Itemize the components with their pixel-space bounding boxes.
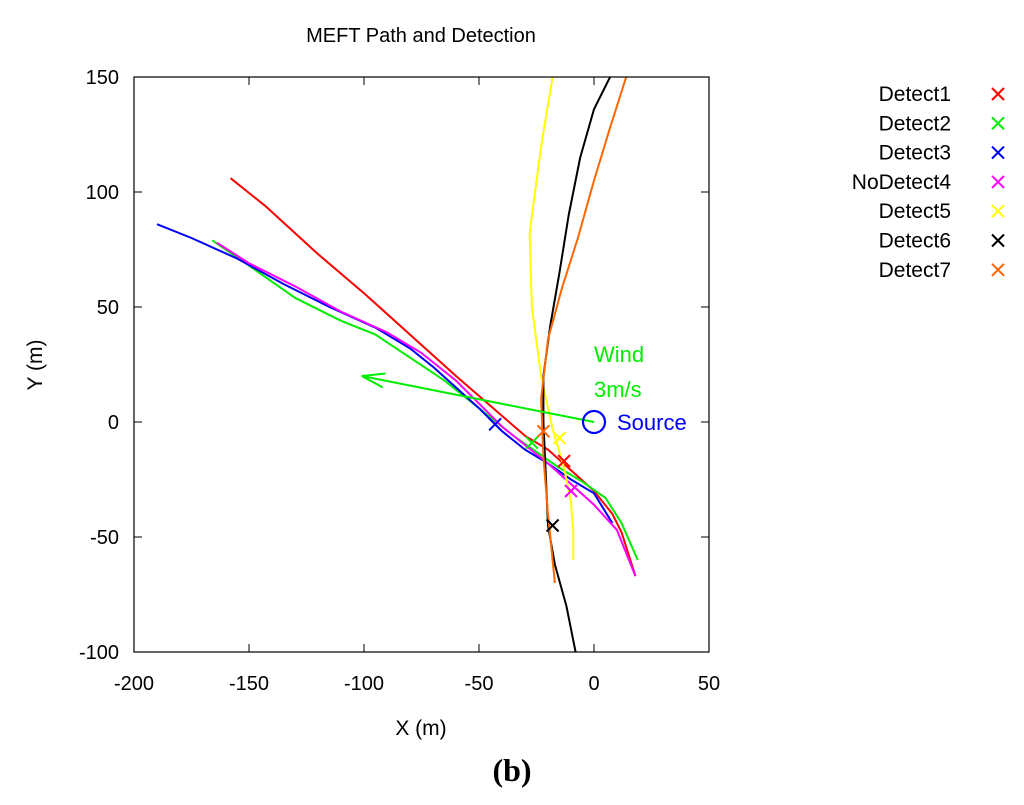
series-line-nodetect4 xyxy=(216,241,637,577)
legend-label-detect6: Detect6 xyxy=(879,230,951,253)
series-line-detect3 xyxy=(156,223,614,524)
legend-marker-detect7 xyxy=(991,263,1005,277)
y-tick-label: -50 xyxy=(90,527,119,549)
detect-marker-detect6 xyxy=(545,518,560,533)
x-tick-label: -100 xyxy=(344,673,384,695)
y-tick-label: -100 xyxy=(79,642,119,664)
x-tick-label: -150 xyxy=(229,673,269,695)
legend-label-detect3: Detect3 xyxy=(879,142,951,165)
y-tick-label: 0 xyxy=(108,412,119,434)
wind-label: Wind xyxy=(594,342,644,367)
legend-label-detect5: Detect5 xyxy=(879,200,951,223)
plot-frame xyxy=(133,76,710,653)
legend-marker-detect2 xyxy=(991,116,1005,131)
series-line-detect5 xyxy=(528,76,575,560)
detect-marker-detect7 xyxy=(536,424,551,438)
y-tick-label: 100 xyxy=(86,182,119,204)
legend-label-detect7: Detect7 xyxy=(879,259,951,282)
y-tick-label: 150 xyxy=(86,67,119,89)
detect-marker-detect3 xyxy=(488,417,502,432)
legend: Detect1 Detect2 Detect3 NoDetect4 Detect5 Det… xyxy=(852,83,1005,282)
series-line-detect1 xyxy=(229,177,637,577)
detect-marker-detect5 xyxy=(552,431,567,445)
x-axis-label: X (m) xyxy=(395,717,446,740)
chart: MEFT Path and Detection Wind 3m/s Source -… xyxy=(24,25,1005,740)
legend-label-nodetect4: NoDetect4 xyxy=(852,171,952,194)
legend-marker-detect3 xyxy=(991,145,1005,160)
legend-marker-nodetect4 xyxy=(991,175,1005,189)
detect-marker-detect2 xyxy=(525,435,539,450)
x-tick-label: 0 xyxy=(588,673,599,695)
chart-title: MEFT Path and Detection xyxy=(306,25,536,47)
x-tick-label: -200 xyxy=(114,673,154,695)
legend-label-detect1: Detect1 xyxy=(879,83,951,106)
figure-caption: (b) xyxy=(492,752,532,788)
x-tick-label: -50 xyxy=(465,673,494,695)
detect-marker-detect1 xyxy=(557,454,571,468)
legend-label-detect2: Detect2 xyxy=(879,112,951,135)
y-tick-label: 50 xyxy=(97,297,119,319)
x-tick-label: 50 xyxy=(698,673,720,695)
legend-marker-detect1 xyxy=(991,87,1005,101)
series-line-detect2 xyxy=(211,239,639,561)
detect-marker-nodetect4 xyxy=(564,484,578,498)
y-axis-label: Y (m) xyxy=(24,340,47,391)
wind-arrow xyxy=(361,372,595,423)
wind-speed-label: 3m/s xyxy=(594,377,642,402)
legend-marker-detect6 xyxy=(991,233,1005,248)
source-marker xyxy=(581,409,607,435)
legend-marker-detect5 xyxy=(991,204,1005,218)
source-label: Source xyxy=(617,410,687,435)
series-line-detect7 xyxy=(540,76,628,584)
